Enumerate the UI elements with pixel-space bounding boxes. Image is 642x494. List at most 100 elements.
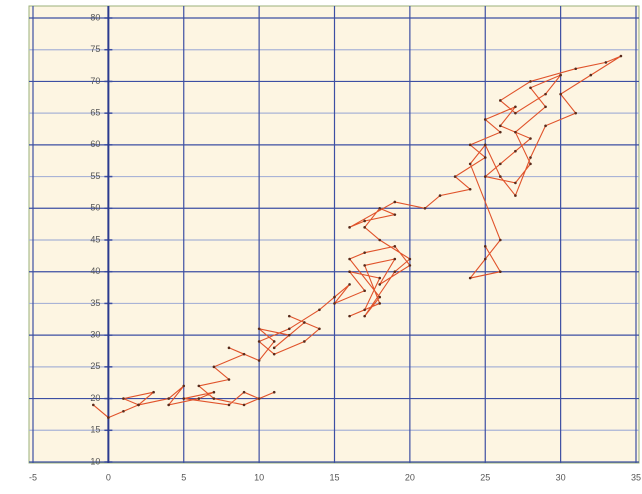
data-point: [242, 403, 246, 407]
data-point: [348, 283, 351, 286]
data-point: [318, 327, 321, 331]
data-point: [483, 143, 487, 147]
data-point: [197, 397, 201, 400]
data-point: [182, 384, 186, 388]
data-point: [559, 73, 562, 77]
data-point: [499, 99, 502, 102]
data-point: [363, 314, 366, 318]
data-point: [483, 175, 487, 178]
data-point: [529, 162, 532, 166]
data-point: [544, 124, 547, 128]
x-tick-label: 25: [480, 472, 490, 482]
data-point: [378, 238, 382, 242]
data-point: [272, 346, 276, 350]
y-tick-label: 50: [90, 203, 100, 213]
data-point: [287, 327, 291, 331]
data-point: [242, 390, 246, 394]
data-point: [272, 340, 276, 343]
data-point: [468, 276, 472, 280]
y-tick-label: 60: [90, 139, 100, 149]
data-point: [242, 352, 246, 356]
data-point: [122, 397, 125, 400]
data-point: [574, 111, 577, 115]
x-tick-label: 20: [405, 472, 415, 482]
data-point: [514, 149, 517, 153]
data-point: [468, 187, 472, 191]
data-point: [348, 257, 351, 261]
data-point: [272, 352, 276, 356]
data-point: [544, 92, 547, 96]
data-point: [529, 137, 532, 140]
data-point: [559, 92, 562, 96]
data-point: [348, 270, 351, 274]
data-point: [423, 206, 427, 210]
data-point: [483, 118, 487, 121]
y-tick-label: 70: [90, 76, 100, 86]
data-point: [544, 105, 547, 109]
data-point: [499, 270, 502, 274]
data-point: [348, 226, 351, 229]
data-point: [378, 295, 382, 299]
data-point: [514, 181, 517, 185]
data-point: [212, 397, 216, 400]
data-point: [363, 264, 366, 267]
y-tick-label: 65: [90, 108, 100, 118]
data-point: [212, 390, 216, 394]
y-tick-label: 40: [90, 266, 100, 276]
data-point: [529, 156, 532, 159]
x-tick-label: 10: [254, 472, 264, 482]
data-point: [257, 397, 261, 400]
data-point: [212, 365, 216, 369]
y-tick-label: 10: [90, 456, 100, 466]
y-tick-label: 45: [90, 234, 100, 244]
data-point: [514, 194, 517, 197]
data-point: [393, 200, 397, 204]
data-point: [152, 390, 155, 394]
data-point: [378, 276, 382, 280]
data-point: [227, 403, 231, 407]
x-tick-label: 0: [106, 472, 111, 482]
y-tick-label: 80: [90, 12, 100, 22]
data-point: [122, 409, 125, 413]
y-tick-label: 35: [90, 298, 100, 308]
data-point: [333, 295, 336, 299]
data-point: [318, 308, 321, 312]
data-point: [589, 73, 593, 77]
data-point: [514, 105, 517, 109]
y-tick-label: 25: [90, 361, 100, 371]
x-tick-label: -5: [29, 472, 37, 482]
data-point: [529, 86, 532, 90]
data-point: [287, 314, 291, 318]
data-point: [453, 175, 457, 178]
data-point: [393, 257, 397, 261]
x-tick-label: 35: [631, 472, 641, 482]
data-point: [408, 257, 412, 261]
data-point: [619, 54, 623, 58]
data-point: [333, 302, 336, 305]
data-point: [499, 124, 502, 128]
data-point: [378, 206, 382, 210]
data-point: [514, 111, 517, 115]
data-point: [604, 61, 608, 64]
data-point: [167, 397, 170, 400]
data-point: [107, 416, 110, 419]
data-point: [303, 340, 306, 343]
data-point: [514, 130, 517, 134]
data-point: [363, 219, 366, 223]
data-point: [197, 384, 201, 388]
data-point: [257, 327, 261, 331]
data-point: [499, 238, 502, 242]
data-point: [303, 321, 306, 324]
x-tick-label: 15: [329, 472, 339, 482]
data-point: [137, 403, 140, 407]
data-point: [257, 359, 261, 362]
data-point: [483, 156, 487, 159]
data-point: [483, 257, 487, 261]
data-point: [363, 289, 366, 293]
data-point: [167, 403, 170, 407]
data-point: [408, 264, 412, 267]
data-point: [483, 245, 487, 248]
y-tick-label: 30: [90, 330, 100, 340]
data-point: [348, 314, 351, 318]
